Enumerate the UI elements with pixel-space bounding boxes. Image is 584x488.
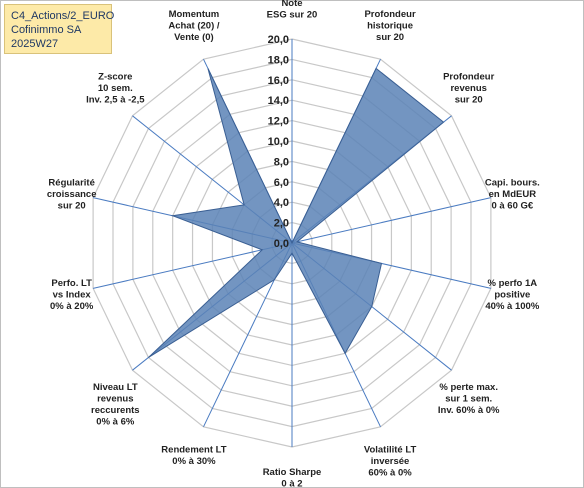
axis-label: Profondeur revenus sur 20 xyxy=(443,72,494,106)
tick-label: 8,0 xyxy=(274,156,289,168)
tick-label: 14,0 xyxy=(268,95,289,107)
tick-label: 16,0 xyxy=(268,75,289,87)
tick-label: 12,0 xyxy=(268,116,289,128)
axis-label: Note ESG sur 20 xyxy=(267,0,318,21)
axis-label: Régularité croissance sur 20 xyxy=(47,177,97,211)
axis-label: Z-score 10 sem. Inv. 2,5 à -2,5 xyxy=(86,72,145,106)
tick-label: 20,0 xyxy=(268,34,289,46)
tick-label: 4,0 xyxy=(274,197,289,209)
axis-label: Perfo. LT vs Index 0% à 20% xyxy=(50,278,94,312)
axis-label: % perfo 1A positive 40% à 100% xyxy=(485,278,539,312)
axis-label: % perte max. sur 1 sem. Inv. 60% à 0% xyxy=(438,382,500,416)
axis-label: Momentum Achat (20) / Vente (0) xyxy=(168,9,220,43)
axis-label: Capi. bours. en MdEUR 0 à 60 G€ xyxy=(485,177,540,211)
radar-tick-labels: 0,0 2,0 4,0 6,0 8,0 10,0 12,0 14,0 16,0 18,0 20,0 xyxy=(268,34,289,250)
tick-label: 2,0 xyxy=(274,218,289,230)
axis-label: Volatilité LT inversée 60% à 0% xyxy=(364,445,417,479)
header-line-category: C4_Actions/2_EURO xyxy=(11,10,115,22)
tick-label: 18,0 xyxy=(268,54,289,66)
radar-spoke xyxy=(93,242,293,289)
chart-header-box: C4_Actions/2_EURO Cofinimmo SA 2025W27 xyxy=(4,4,115,54)
axis-label: Profondeur historique sur 20 xyxy=(364,9,415,43)
header-line-period: 2025W27 xyxy=(11,38,59,50)
radar-axis-labels: Note ESG sur 20 Profondeur historique sur 20… xyxy=(47,0,540,488)
tick-label: 6,0 xyxy=(274,177,289,189)
axis-label: Ratio Sharpe 0 à 2 xyxy=(263,467,322,488)
series-area xyxy=(148,67,445,358)
tick-label: 10,0 xyxy=(268,136,289,148)
tick-label: 0,0 xyxy=(274,238,289,250)
header-line-company: Cofinimmo SA xyxy=(11,24,82,36)
radar-spoke xyxy=(291,197,491,244)
axis-label: Niveau LT revenus reccurents 0% à 6% xyxy=(91,382,140,428)
axis-label: Rendement LT 0% à 30% xyxy=(161,445,226,468)
radar-series xyxy=(148,67,445,358)
